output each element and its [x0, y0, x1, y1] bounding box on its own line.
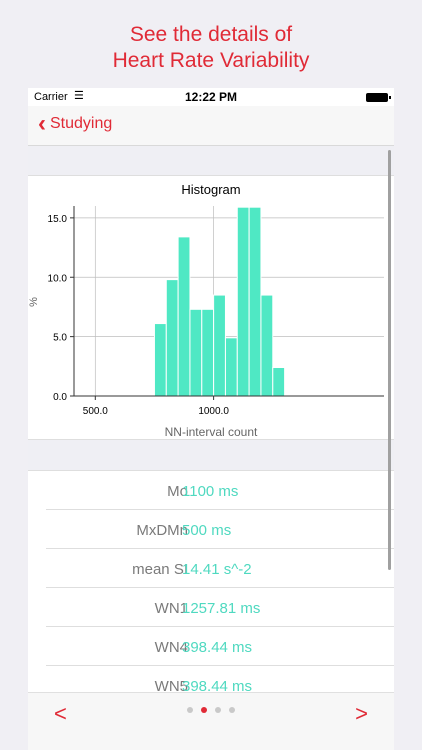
metric-row: WN1 1257.81 ms [46, 588, 394, 627]
promo-line-2: Heart Rate Variability [112, 49, 310, 72]
metric-row: mean SI 14.41 s^-2 [46, 549, 394, 588]
carrier-label: Carrier [34, 91, 68, 103]
status-time: 12:22 PM [184, 90, 238, 104]
metric-label: Mo [167, 483, 188, 500]
metric-row: MxDMn 500 ms [46, 510, 394, 549]
page-dot[interactable] [229, 707, 235, 713]
metric-label: WN5 [154, 678, 188, 692]
y-axis-label: % [28, 297, 40, 307]
y-tick-label: 10.0 [48, 273, 68, 284]
promo-line-1: See the details of [129, 23, 293, 46]
page-indicator [28, 707, 394, 713]
content-scroll[interactable]: Histogram 0.0 5.0 10.0 15.0 500.0 1000.0 % NN… [28, 146, 394, 692]
y-tick-label: 0.0 [53, 392, 67, 403]
metric-label: WN4 [154, 639, 188, 656]
metric-label: mean SI [132, 561, 188, 578]
page-dot[interactable] [187, 707, 193, 713]
histogram-bar [213, 294, 226, 397]
histogram-bar [248, 206, 262, 397]
chart-title: Histogram [181, 182, 240, 197]
next-page-button[interactable]: > [355, 701, 368, 726]
back-button[interactable]: ‹ Studying [38, 110, 113, 137]
status-bar: Carrier ☰ 12:22 PM [28, 88, 394, 106]
histogram-bar [260, 294, 274, 397]
previous-page-button[interactable]: < [54, 701, 67, 726]
phone-screen: Carrier ☰ 12:22 PM ‹ Studying Histogram … [28, 88, 394, 750]
x-tick-label: 500.0 [83, 406, 108, 417]
y-tick-label: 5.0 [53, 333, 67, 344]
histogram-bar [165, 279, 179, 397]
metric-value: 1100 ms [182, 483, 239, 500]
scrollbar[interactable] [388, 150, 391, 570]
pager-bar: < > [28, 692, 394, 750]
histogram-bar [224, 337, 238, 397]
histogram-bar [272, 367, 286, 397]
histogram-bar [153, 323, 167, 397]
metric-row: WN4 398.44 ms [46, 627, 394, 666]
histogram-bar [201, 308, 215, 397]
metric-value: 500 ms [182, 522, 232, 539]
chevron-left-icon: ‹ [38, 110, 46, 137]
metric-value: 1257.81 ms [182, 600, 261, 617]
battery-icon [366, 93, 391, 102]
metric-value: 398.44 ms [182, 639, 253, 656]
x-tick-label: 1000.0 [198, 406, 229, 417]
histogram-chart: Histogram 0.0 5.0 10.0 15.0 500.0 1000.0 % NN… [28, 182, 384, 439]
page-dot[interactable] [215, 707, 221, 713]
histogram-bar [189, 308, 203, 397]
metrics-list: Mo 1100 ms MxDMn 500 ms mean SI 14.41 s^… [28, 471, 394, 692]
x-axis-label: NN-interval count [165, 425, 258, 439]
metric-row: WN5 398.44 ms [46, 666, 394, 692]
back-button-label: Studying [50, 115, 113, 132]
section-spacer [28, 146, 394, 176]
section-spacer [28, 439, 394, 471]
metric-value: 398.44 ms [182, 678, 253, 692]
histogram-bar [177, 236, 191, 397]
wifi-icon: ☰ [74, 90, 84, 102]
metric-value: 14.41 s^-2 [182, 561, 252, 578]
metric-label: WN1 [154, 600, 188, 617]
navigation-bar: ‹ Studying [28, 106, 394, 146]
histogram-bar [236, 206, 250, 397]
metric-label: MxDMn [136, 522, 188, 539]
histogram-card: Histogram 0.0 5.0 10.0 15.0 500.0 1000.0 % NN… [28, 176, 394, 439]
page-dot-current[interactable] [201, 707, 207, 713]
promo-header: See the details of Heart Rate Variabilit… [0, 0, 422, 88]
y-tick-label: 15.0 [48, 214, 68, 225]
metric-row: Mo 1100 ms [46, 471, 394, 510]
